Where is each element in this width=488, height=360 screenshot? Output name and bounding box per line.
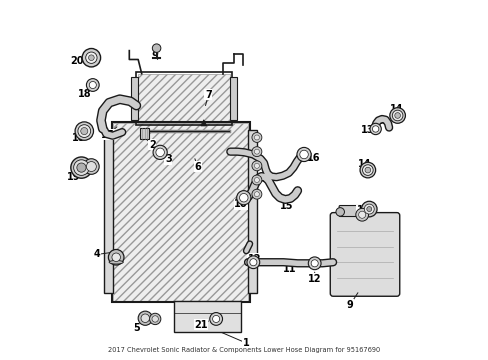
Circle shape xyxy=(82,49,101,67)
Bar xyxy=(247,130,256,293)
Circle shape xyxy=(299,150,307,159)
Text: 10: 10 xyxy=(356,205,369,215)
Text: 21: 21 xyxy=(194,320,208,330)
Circle shape xyxy=(251,147,262,157)
Text: 11: 11 xyxy=(283,263,296,274)
Circle shape xyxy=(389,108,405,123)
Bar xyxy=(131,77,138,120)
Circle shape xyxy=(74,160,89,175)
Text: 14: 14 xyxy=(389,104,403,116)
Circle shape xyxy=(239,193,247,202)
FancyBboxPatch shape xyxy=(339,206,369,216)
Circle shape xyxy=(212,315,219,323)
Circle shape xyxy=(88,55,94,60)
Text: 15: 15 xyxy=(279,199,292,211)
Circle shape xyxy=(152,316,158,322)
Circle shape xyxy=(254,163,259,168)
Circle shape xyxy=(251,161,262,171)
Bar xyxy=(230,77,237,120)
FancyBboxPatch shape xyxy=(329,213,399,296)
Circle shape xyxy=(75,122,93,140)
Circle shape xyxy=(249,259,256,266)
Ellipse shape xyxy=(109,260,123,264)
Circle shape xyxy=(366,207,371,212)
Circle shape xyxy=(77,163,86,172)
Circle shape xyxy=(149,313,161,325)
Circle shape xyxy=(251,132,262,143)
Circle shape xyxy=(86,78,99,91)
Circle shape xyxy=(254,192,259,197)
Text: 3: 3 xyxy=(162,154,171,165)
Bar xyxy=(104,130,113,293)
Text: 7: 7 xyxy=(204,90,211,105)
Circle shape xyxy=(156,148,164,157)
Text: 9: 9 xyxy=(346,293,357,310)
Text: 19: 19 xyxy=(67,172,81,182)
Bar xyxy=(173,301,241,332)
Circle shape xyxy=(86,162,96,171)
Circle shape xyxy=(372,126,378,132)
Circle shape xyxy=(71,157,92,178)
Circle shape xyxy=(335,208,344,216)
Text: 2017 Chevrolet Sonic Radiator & Components Lower Hose Diagram for 95167690: 2017 Chevrolet Sonic Radiator & Componen… xyxy=(108,347,380,353)
Circle shape xyxy=(359,162,375,178)
Text: 18: 18 xyxy=(77,89,91,99)
Circle shape xyxy=(138,311,152,325)
Circle shape xyxy=(394,113,400,118)
Text: 12: 12 xyxy=(247,254,261,264)
Circle shape xyxy=(89,81,96,89)
Circle shape xyxy=(251,175,262,185)
Circle shape xyxy=(78,125,90,138)
Bar xyxy=(136,72,232,125)
Circle shape xyxy=(251,189,262,199)
Text: 4: 4 xyxy=(94,249,110,260)
Text: 2: 2 xyxy=(145,138,155,149)
Circle shape xyxy=(310,260,318,267)
Text: 17: 17 xyxy=(101,127,117,140)
Circle shape xyxy=(141,314,149,323)
Bar xyxy=(113,123,247,301)
Circle shape xyxy=(358,211,365,218)
Text: 13: 13 xyxy=(360,125,374,135)
Circle shape xyxy=(296,147,310,162)
Circle shape xyxy=(361,201,376,217)
Circle shape xyxy=(112,253,120,261)
Circle shape xyxy=(307,257,321,270)
Text: 8: 8 xyxy=(151,48,158,59)
Bar xyxy=(111,122,249,302)
Circle shape xyxy=(85,52,97,63)
Text: 1: 1 xyxy=(221,332,249,348)
Circle shape xyxy=(209,312,222,325)
Circle shape xyxy=(153,145,167,159)
Circle shape xyxy=(108,249,124,265)
Text: 20: 20 xyxy=(70,56,85,66)
Bar xyxy=(138,74,230,123)
Circle shape xyxy=(369,123,381,135)
Text: 16: 16 xyxy=(306,153,320,163)
Circle shape xyxy=(362,165,372,175)
Text: 5: 5 xyxy=(133,321,142,333)
Text: 16: 16 xyxy=(234,199,247,209)
Circle shape xyxy=(152,44,161,53)
Text: 14: 14 xyxy=(357,159,370,169)
Circle shape xyxy=(81,127,88,135)
Circle shape xyxy=(254,149,259,154)
Text: 12: 12 xyxy=(307,272,321,284)
Circle shape xyxy=(83,159,99,174)
Circle shape xyxy=(236,191,250,205)
Circle shape xyxy=(254,135,259,140)
Circle shape xyxy=(355,208,368,221)
Circle shape xyxy=(246,256,259,269)
Circle shape xyxy=(391,110,402,121)
Circle shape xyxy=(364,167,370,173)
Text: 6: 6 xyxy=(194,159,201,171)
Text: 18: 18 xyxy=(72,133,86,143)
Circle shape xyxy=(254,177,259,183)
Circle shape xyxy=(364,204,373,214)
Bar xyxy=(140,128,148,139)
